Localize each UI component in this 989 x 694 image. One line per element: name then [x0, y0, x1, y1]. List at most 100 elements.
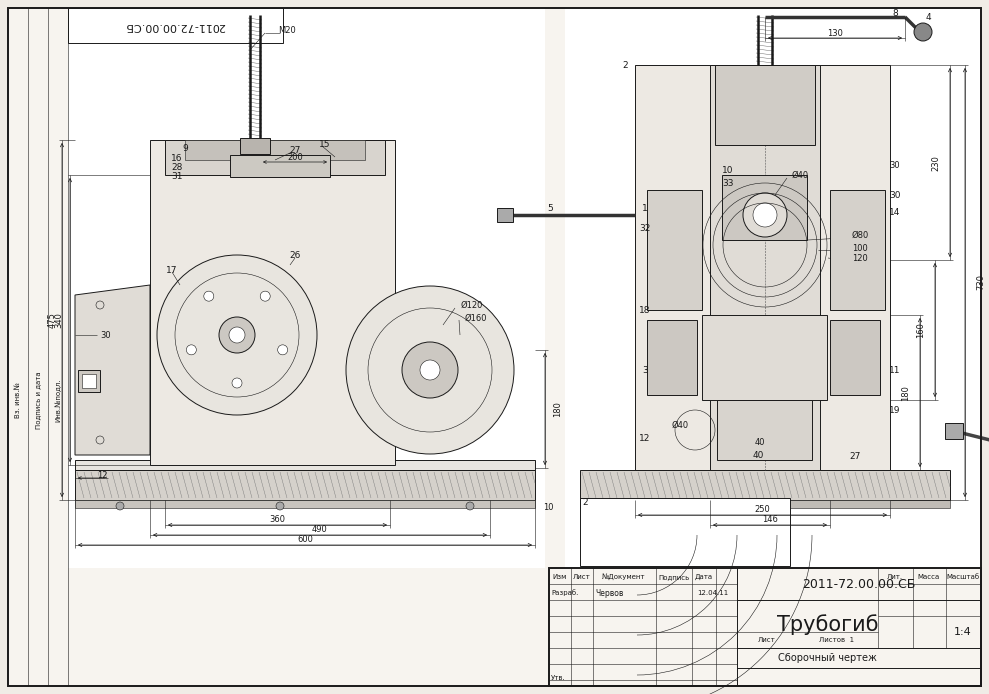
Circle shape — [420, 360, 440, 380]
Bar — [240, 138, 270, 154]
Bar — [722, 175, 807, 240]
Text: 2: 2 — [583, 498, 587, 507]
Bar — [647, 320, 697, 395]
Text: Дата: Дата — [695, 574, 713, 580]
Bar — [580, 498, 790, 566]
Text: 2011-72.00.00.СБ: 2011-72.00.00.СБ — [802, 579, 916, 591]
Bar — [75, 500, 535, 508]
Bar — [945, 423, 963, 439]
Text: Подпись и дата: Подпись и дата — [35, 371, 41, 429]
Bar — [549, 568, 981, 686]
Text: 12: 12 — [97, 471, 107, 480]
Text: 250: 250 — [755, 505, 769, 514]
Bar — [230, 155, 330, 177]
Text: Сборочный чертеж: Сборочный чертеж — [777, 653, 876, 663]
Text: 8: 8 — [892, 8, 898, 17]
Circle shape — [229, 327, 245, 343]
Circle shape — [276, 502, 284, 510]
Text: 1: 1 — [642, 203, 648, 212]
Text: 475: 475 — [47, 312, 56, 328]
Circle shape — [346, 286, 514, 454]
Text: Трубогиб: Трубогиб — [776, 615, 878, 636]
Text: 200: 200 — [287, 153, 303, 162]
Text: 3: 3 — [642, 366, 648, 375]
Bar — [75, 470, 535, 500]
Text: 180: 180 — [553, 401, 562, 417]
Text: 146: 146 — [763, 514, 778, 523]
Polygon shape — [75, 285, 150, 455]
Text: 30: 30 — [889, 190, 901, 199]
Text: Утв.: Утв. — [551, 675, 566, 681]
Text: Ø80: Ø80 — [852, 230, 868, 239]
Circle shape — [157, 255, 317, 415]
Text: 10: 10 — [543, 502, 554, 511]
Circle shape — [278, 345, 288, 355]
Text: 27: 27 — [290, 146, 301, 155]
Circle shape — [402, 342, 458, 398]
Text: 40: 40 — [755, 437, 765, 446]
Text: 490: 490 — [313, 525, 328, 534]
Text: 32: 32 — [639, 223, 651, 232]
Text: 18: 18 — [639, 305, 651, 314]
Text: 17: 17 — [166, 266, 178, 275]
Bar — [82, 374, 96, 388]
Text: 14: 14 — [889, 208, 901, 217]
Text: 16: 16 — [171, 153, 183, 162]
Text: 160: 160 — [916, 322, 925, 338]
Text: 19: 19 — [889, 405, 901, 414]
Bar — [150, 140, 395, 465]
Text: 33: 33 — [722, 178, 734, 187]
Text: 30: 30 — [101, 330, 112, 339]
Circle shape — [116, 502, 124, 510]
Text: 2: 2 — [622, 60, 628, 69]
Text: 9: 9 — [182, 144, 188, 153]
Text: 12: 12 — [639, 434, 651, 443]
Bar — [830, 320, 880, 395]
Text: 11: 11 — [889, 366, 901, 375]
Text: 120: 120 — [853, 253, 868, 262]
Text: Ø40: Ø40 — [672, 421, 688, 430]
Text: Ø160: Ø160 — [465, 314, 488, 323]
Bar — [830, 190, 885, 310]
Text: 730: 730 — [976, 274, 985, 290]
Text: Подпись: Подпись — [659, 574, 689, 580]
Bar — [702, 315, 827, 400]
Circle shape — [186, 345, 197, 355]
Text: Масштаб: Масштаб — [946, 574, 979, 580]
Text: Листов  1: Листов 1 — [820, 637, 854, 643]
Circle shape — [232, 378, 242, 388]
Bar — [715, 65, 815, 145]
Text: 100: 100 — [853, 244, 868, 253]
Text: Изм: Изм — [553, 574, 567, 580]
Bar — [635, 65, 890, 470]
Bar — [647, 190, 702, 310]
Text: Инв.№подл.: Инв.№подл. — [54, 378, 61, 422]
Text: №Документ: №Документ — [602, 574, 646, 580]
Text: 30: 30 — [890, 160, 900, 169]
Text: Масса: Масса — [918, 574, 941, 580]
Bar — [710, 65, 820, 470]
Text: Ø40: Ø40 — [791, 171, 809, 180]
Text: 26: 26 — [290, 251, 301, 260]
Text: 600: 600 — [297, 534, 313, 543]
Text: 360: 360 — [269, 514, 285, 523]
Bar — [580, 500, 950, 508]
Text: 15: 15 — [319, 139, 330, 149]
Text: 2011-72.00.00.СБ: 2011-72.00.00.СБ — [125, 21, 225, 31]
Text: 28: 28 — [171, 162, 183, 171]
Bar — [75, 460, 535, 470]
Text: Разраб.: Разраб. — [551, 590, 579, 596]
Text: M20: M20 — [278, 26, 296, 35]
Bar — [565, 8, 980, 568]
Bar — [165, 140, 385, 175]
Text: 180: 180 — [901, 385, 910, 401]
Text: 10: 10 — [722, 165, 734, 174]
Text: 130: 130 — [827, 28, 843, 37]
Bar — [78, 370, 100, 392]
Circle shape — [914, 23, 932, 41]
Text: 12.04.11: 12.04.11 — [697, 590, 728, 596]
Text: 340: 340 — [54, 312, 63, 328]
Text: 31: 31 — [171, 171, 183, 180]
Circle shape — [204, 291, 214, 301]
Text: Лист: Лист — [759, 637, 776, 643]
